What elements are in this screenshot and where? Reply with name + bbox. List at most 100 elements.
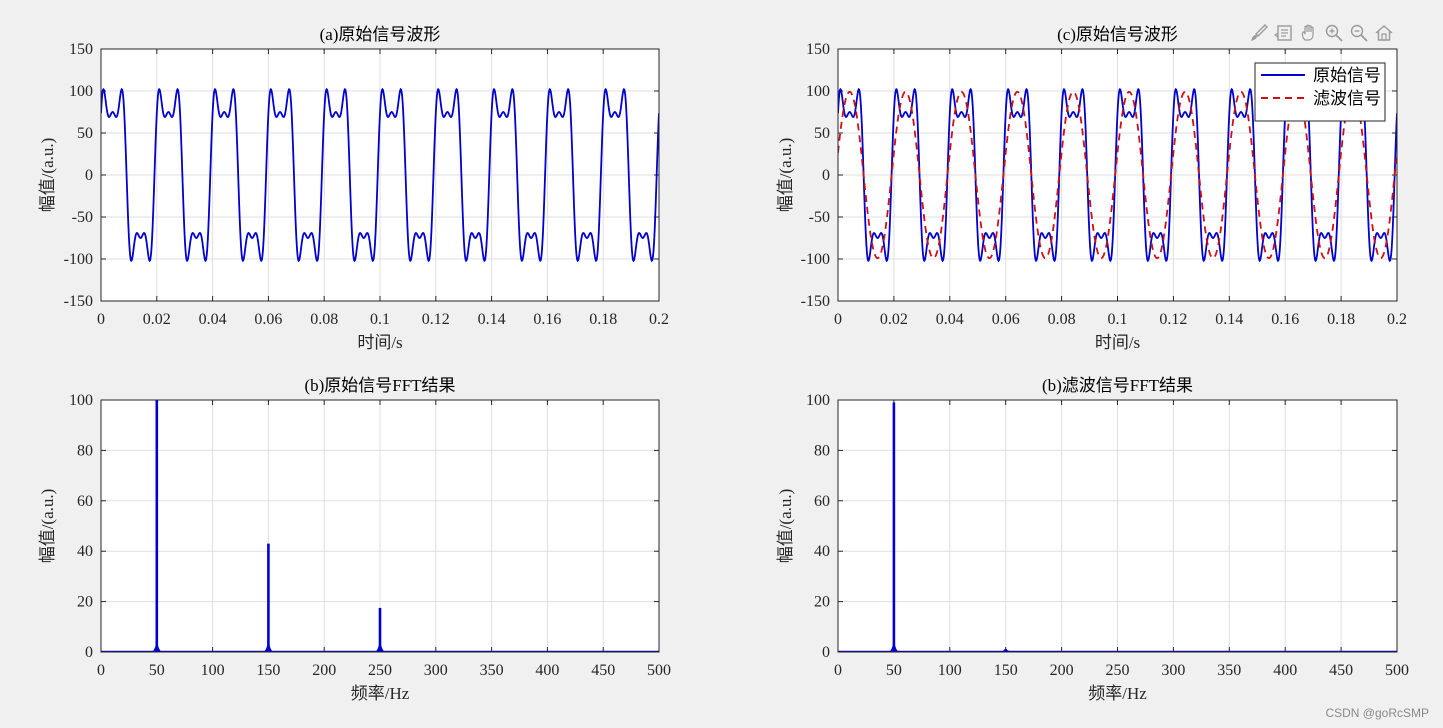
x-tick-label: 0.12: [422, 311, 450, 328]
x-axis-label: 频率/Hz: [1088, 684, 1147, 703]
y-tick-label: 60: [77, 493, 93, 510]
x-tick-label: 0.08: [1048, 311, 1076, 328]
data-tip-icon[interactable]: [1273, 22, 1295, 44]
chart-panel-4: 0 50 100 150 200 250 300 350 400 450 500 0 20 40 60 80 1…: [776, 376, 1409, 703]
y-tick-label: 50: [814, 125, 830, 142]
y-tick-label: 100: [806, 83, 830, 100]
chart-panel-2: 0 0.02 0.04 0.06 0.08 0.1 0.12 0.14 0.16 0.18 0.2 -…: [776, 25, 1407, 352]
x-tick-label: 0.14: [1215, 311, 1243, 328]
x-tick-label: 150: [994, 662, 1018, 679]
x-tick-label: 0.04: [936, 311, 964, 328]
y-tick-label: -100: [64, 251, 93, 268]
axes-frame: [837, 48, 1398, 302]
chart-title: (c)原始信号波形: [1057, 25, 1178, 44]
y-tick-label: 0: [822, 167, 830, 184]
y-tick-label: 50: [77, 125, 93, 142]
x-tick-label: 400: [1273, 662, 1297, 679]
x-tick-label: 100: [938, 662, 962, 679]
x-tick-label: 500: [1385, 662, 1409, 679]
x-tick-label: 0: [97, 662, 105, 679]
x-tick-label: 250: [1106, 662, 1130, 679]
pan-hand-icon[interactable]: [1298, 22, 1320, 44]
y-tick-label: 100: [69, 83, 93, 100]
x-tick-label: 150: [256, 662, 280, 679]
y-axis-label: 幅值/(a.u.): [38, 489, 57, 564]
x-tick-label: 0.06: [254, 311, 282, 328]
x-tick-label: 0: [834, 311, 842, 328]
x-tick-label: 300: [1161, 662, 1185, 679]
y-tick-label: 20: [814, 594, 830, 611]
home-icon[interactable]: [1373, 22, 1395, 44]
x-tick-label: 0.02: [143, 311, 171, 328]
series-line-1: [101, 87, 659, 263]
x-tick-label: 0.06: [992, 311, 1020, 328]
x-tick-label: 0.12: [1159, 311, 1187, 328]
x-tick-label: 200: [1050, 662, 1074, 679]
y-tick-label: 150: [806, 41, 830, 58]
legend-label: 原始信号: [1313, 66, 1381, 85]
chart-title: (b)原始信号FFT结果: [304, 376, 455, 395]
x-tick-label: 0.1: [370, 311, 390, 328]
x-tick-label: 0.18: [589, 311, 617, 328]
x-tick-label: 0.02: [880, 311, 908, 328]
brush-icon[interactable]: [1248, 22, 1270, 44]
y-tick-label: 0: [822, 644, 830, 661]
y-tick-label: -50: [72, 209, 93, 226]
spectrum-peak-base-2: [263, 639, 274, 652]
x-tick-label: 0: [97, 311, 105, 328]
chart-title: (b)滤波信号FFT结果: [1042, 376, 1193, 395]
y-tick-label: -50: [809, 209, 830, 226]
y-tick-label: 100: [69, 392, 93, 409]
y-tick-label: -150: [64, 293, 93, 310]
legend-label: 滤波信号: [1313, 89, 1381, 108]
y-tick-label: 20: [77, 594, 93, 611]
zoom-in-icon[interactable]: [1323, 22, 1345, 44]
chart-panel-1: 0 0.02 0.04 0.06 0.08 0.1 0.12 0.14 0.16 0.18 0.2 -…: [38, 25, 669, 352]
x-tick-label: 400: [535, 662, 559, 679]
axes-frame: [837, 399, 1398, 653]
y-axis-label: 幅值/(a.u.): [776, 489, 795, 564]
x-tick-label: 450: [1329, 662, 1353, 679]
x-tick-label: 350: [480, 662, 504, 679]
y-tick-label: 80: [814, 442, 830, 459]
y-axis-label: 幅值/(a.u.): [38, 138, 57, 213]
y-tick-label: 100: [806, 392, 830, 409]
y-tick-label: 40: [77, 543, 93, 560]
chart-title: (a)原始信号波形: [320, 25, 441, 44]
axes-toolbar: [1248, 22, 1395, 44]
x-tick-label: 350: [1217, 662, 1241, 679]
x-axis-label: 时间/s: [1095, 333, 1140, 352]
x-tick-label: 100: [201, 662, 225, 679]
x-tick-label: 500: [647, 662, 671, 679]
x-axis-label: 时间/s: [357, 333, 402, 352]
y-tick-label: 40: [814, 543, 830, 560]
x-tick-label: 0.16: [1271, 311, 1299, 328]
y-tick-label: 80: [77, 442, 93, 459]
x-tick-label: 0.18: [1327, 311, 1355, 328]
data-layer: [101, 87, 659, 263]
x-tick-label: 200: [312, 662, 336, 679]
x-tick-label: 0.2: [649, 311, 669, 328]
watermark: CSDN @goRcSMP: [1325, 706, 1429, 720]
y-tick-label: -150: [801, 293, 830, 310]
y-tick-label: 0: [85, 644, 93, 661]
axes-frame: [100, 399, 660, 653]
axes-frame: [100, 48, 660, 302]
spectrum-peak-base-1: [888, 639, 899, 652]
x-tick-label: 0.08: [310, 311, 338, 328]
y-tick-label: -100: [801, 251, 830, 268]
legend-box: [1254, 62, 1386, 122]
spectrum-peak-base-1: [151, 639, 162, 652]
y-tick-label: 0: [85, 167, 93, 184]
x-tick-label: 0.1: [1108, 311, 1128, 328]
x-tick-label: 50: [149, 662, 165, 679]
zoom-out-icon[interactable]: [1348, 22, 1370, 44]
x-tick-label: 450: [591, 662, 615, 679]
x-tick-label: 0.04: [199, 311, 227, 328]
x-tick-label: 50: [886, 662, 902, 679]
y-axis-label: 幅值/(a.u.): [776, 138, 795, 213]
y-tick-label: 150: [69, 41, 93, 58]
y-tick-label: 60: [814, 493, 830, 510]
